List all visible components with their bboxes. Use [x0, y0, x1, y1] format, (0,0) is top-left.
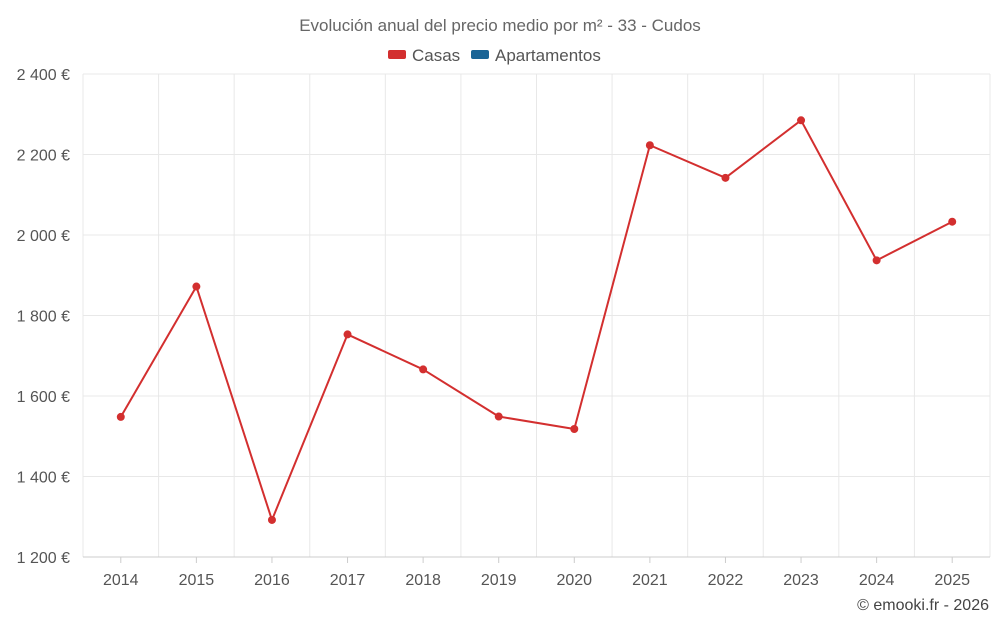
x-tick-label: 2019	[481, 572, 517, 589]
data-point-casas-2025[interactable]	[948, 217, 957, 226]
data-point-casas-2021[interactable]	[645, 141, 654, 150]
x-tick-label: 2023	[783, 572, 819, 589]
data-point-casas-2019[interactable]	[494, 412, 503, 421]
x-tick-label: 2024	[859, 572, 895, 589]
x-tick-label: 2018	[405, 572, 441, 589]
credit-text: © emooki.fr - 2026	[857, 597, 989, 614]
x-tick-label: 2021	[632, 572, 668, 589]
data-point-casas-2020[interactable]	[570, 425, 579, 434]
y-tick-label: 1 400 €	[17, 470, 70, 487]
x-tick-label: 2017	[330, 572, 366, 589]
data-point-casas-2023[interactable]	[797, 116, 806, 125]
y-tick-label: 2 000 €	[17, 228, 70, 245]
y-axis: 1 200 € 1 400 € 1 600 € 1 800 € 2 000 € 2 200…	[17, 67, 70, 567]
chart-title: Evolución anual del precio medio por m² …	[299, 16, 701, 35]
data-point-casas-2015[interactable]	[192, 282, 201, 291]
x-tick-label: 2025	[934, 572, 970, 589]
y-tick-label: 1 200 €	[17, 550, 70, 567]
legend-item-apartamentos[interactable]: Apartamentos	[471, 46, 601, 65]
x-tick-label: 2022	[708, 572, 744, 589]
x-tick-label: 2020	[556, 572, 592, 589]
y-tick-label: 2 200 €	[17, 148, 70, 165]
data-point-casas-2014[interactable]	[116, 412, 125, 421]
series-line-casas	[119, 119, 953, 521]
x-tick-label: 2016	[254, 572, 290, 589]
x-axis: 2014 2015 2016 2017 2018 2019 2020 2021 2022 2023…	[83, 556, 990, 589]
x-tick-label: 2015	[179, 572, 215, 589]
legend-swatch-apartamentos	[471, 50, 489, 59]
legend-item-casas[interactable]: Casas	[388, 46, 460, 65]
legend-label-casas: Casas	[412, 46, 460, 65]
x-tick-label: 2014	[103, 572, 139, 589]
y-tick-label: 1 800 €	[17, 309, 70, 326]
data-point-casas-2024[interactable]	[872, 256, 881, 265]
legend-swatch-casas	[388, 50, 406, 59]
data-point-casas-2017[interactable]	[343, 330, 352, 339]
grid	[82, 73, 991, 557]
y-tick-label: 2 400 €	[17, 67, 70, 84]
data-point-casas-2018[interactable]	[419, 365, 428, 374]
legend-label-apartamentos: Apartamentos	[495, 46, 601, 65]
series-casas	[116, 116, 957, 524]
legend: Casas Apartamentos	[388, 46, 601, 65]
y-tick-label: 1 600 €	[17, 389, 70, 406]
data-point-casas-2016[interactable]	[267, 515, 276, 524]
data-point-casas-2022[interactable]	[721, 173, 730, 182]
